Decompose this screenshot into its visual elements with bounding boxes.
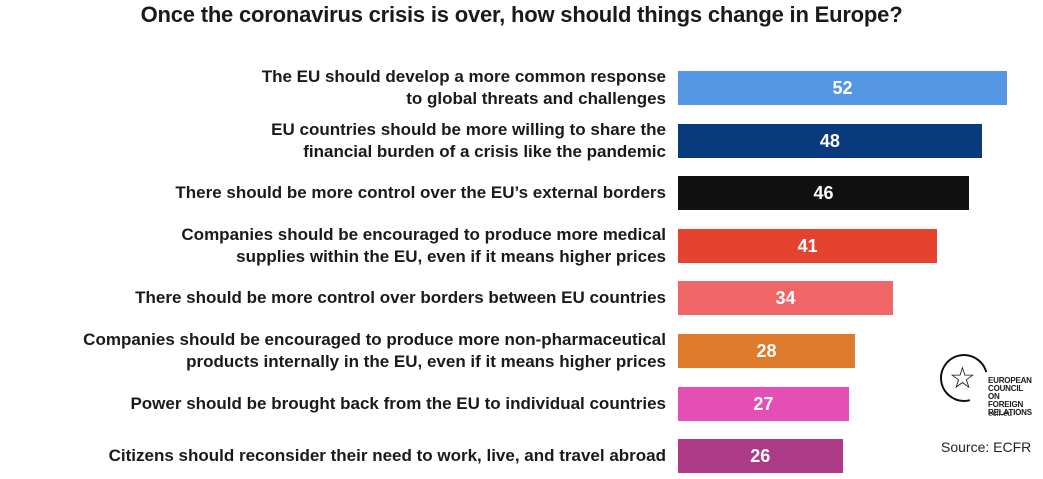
bar-value-label: 26	[750, 446, 771, 467]
logo-site: ecfr.eu	[988, 409, 1013, 418]
bar-value-label: 41	[797, 235, 818, 256]
bar-value-label: 46	[813, 183, 834, 204]
category-label: Companies should be encouraged to produc…	[181, 224, 666, 266]
category-label: There should be more control over the EU…	[175, 183, 666, 203]
bar-value-label: 28	[756, 341, 777, 361]
star-icon: ☆	[949, 361, 976, 396]
bar	[678, 123, 982, 158]
category-label: EU countries should be more willing to s…	[271, 119, 666, 161]
bar-value-label: 48	[819, 130, 840, 151]
source-note: Source: ECFR	[941, 439, 1032, 455]
bar	[678, 439, 843, 474]
bar-value-label: 52	[832, 78, 853, 98]
ecfr-logo: ☆ EUROPEAN COUNCIL ON FOREIGN RELATIONS …	[931, 345, 1036, 422]
logo-text: EUROPEAN COUNCIL ON FOREIGN RELATIONS	[988, 376, 1032, 417]
category-label: Citizens should reconsider their need to…	[108, 446, 666, 466]
category-label: The EU should develop a more common resp…	[261, 67, 666, 108]
bar	[678, 71, 1007, 105]
bar	[678, 386, 849, 421]
bar	[678, 334, 856, 368]
category-label: Companies should be encouraged to produc…	[83, 330, 666, 371]
bar	[678, 176, 970, 211]
category-label: Power should be brought back from the EU…	[130, 393, 666, 413]
bar	[678, 228, 938, 263]
bar	[678, 281, 894, 316]
chart-title: Once the coronavirus crisis is over, how…	[140, 2, 903, 27]
bar-value-label: 27	[753, 393, 774, 414]
category-label: There should be more control over border…	[135, 288, 666, 308]
bar-value-label: 34	[775, 288, 796, 309]
